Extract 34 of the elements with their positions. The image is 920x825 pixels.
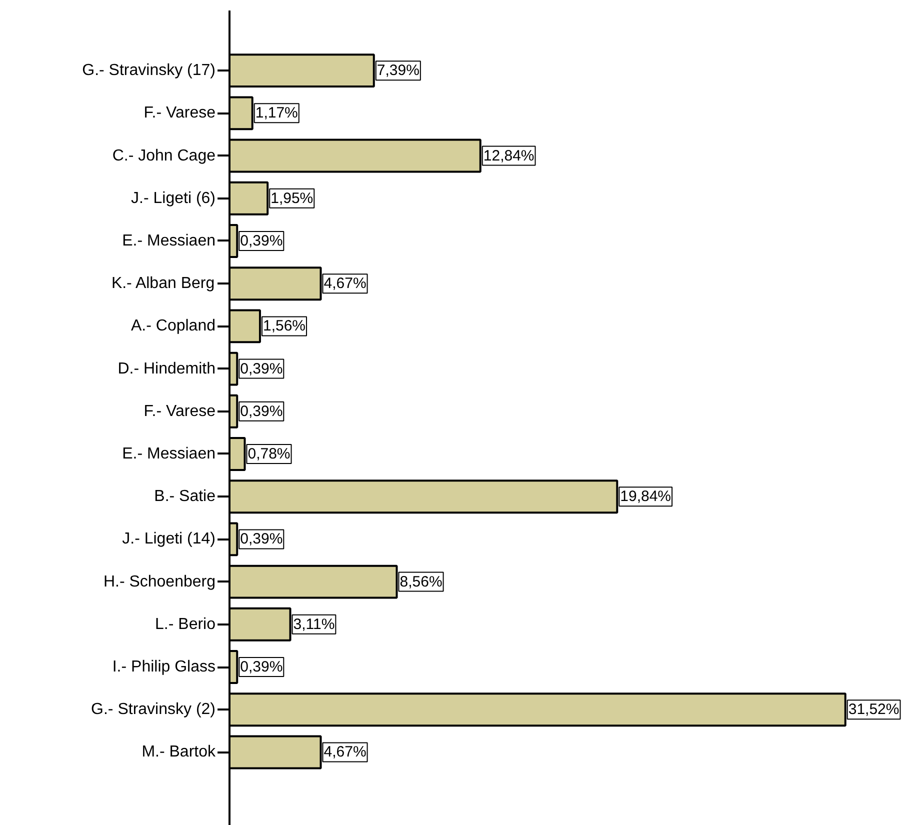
data-label: 1,95% xyxy=(270,190,314,207)
data-label: 7,39% xyxy=(376,62,420,80)
data-label: 0,39% xyxy=(240,530,283,548)
data-label: 3,11% xyxy=(293,616,335,633)
data-label: 4,67% xyxy=(324,275,366,292)
y-tick-label: F.- Varese xyxy=(144,104,216,122)
y-tick-label: M.- Bartok xyxy=(142,744,216,761)
data-label: 12,84% xyxy=(483,147,534,164)
data-label: 19,84% xyxy=(620,488,672,506)
data-label: 0,39% xyxy=(240,232,283,250)
y-tick-label: C.- John Cage xyxy=(112,147,216,164)
y-tick-label: F.- Varese xyxy=(144,402,216,420)
data-label: 0,39% xyxy=(240,402,283,420)
y-tick-label: G.- Stravinsky (2) xyxy=(91,701,216,718)
y-tick-label: D.- Hindemith xyxy=(118,360,216,378)
y-tick-label: H.- Schoenberg xyxy=(103,573,216,590)
data-label: 1,56% xyxy=(262,318,306,335)
data-label: 0,39% xyxy=(240,658,283,676)
data-label: 8,56% xyxy=(400,573,442,590)
y-tick-label: E.- Messiaen xyxy=(122,446,216,462)
data-label: 31,52% xyxy=(848,701,900,718)
y-tick-label: I.- Philip Glass xyxy=(112,658,216,676)
data-label: 0,39% xyxy=(240,360,283,378)
y-tick-label: E.- Messiaen xyxy=(122,232,216,250)
y-tick-label: K.- Alban Berg xyxy=(111,275,215,292)
y-tick-label: J.- Ligeti (6) xyxy=(131,190,216,207)
y-tick-label: J.- Ligeti (14) xyxy=(122,530,216,548)
data-label: 0,78% xyxy=(248,446,290,462)
y-tick-label: B.- Satie xyxy=(154,488,216,506)
data-label: 1,17% xyxy=(255,104,298,122)
data-label: 4,67% xyxy=(324,744,366,761)
y-tick-label: G.- Stravinsky (17) xyxy=(82,62,216,80)
y-tick-label: L.- Berio xyxy=(155,616,216,633)
y-tick-label: A.- Copland xyxy=(131,318,216,335)
